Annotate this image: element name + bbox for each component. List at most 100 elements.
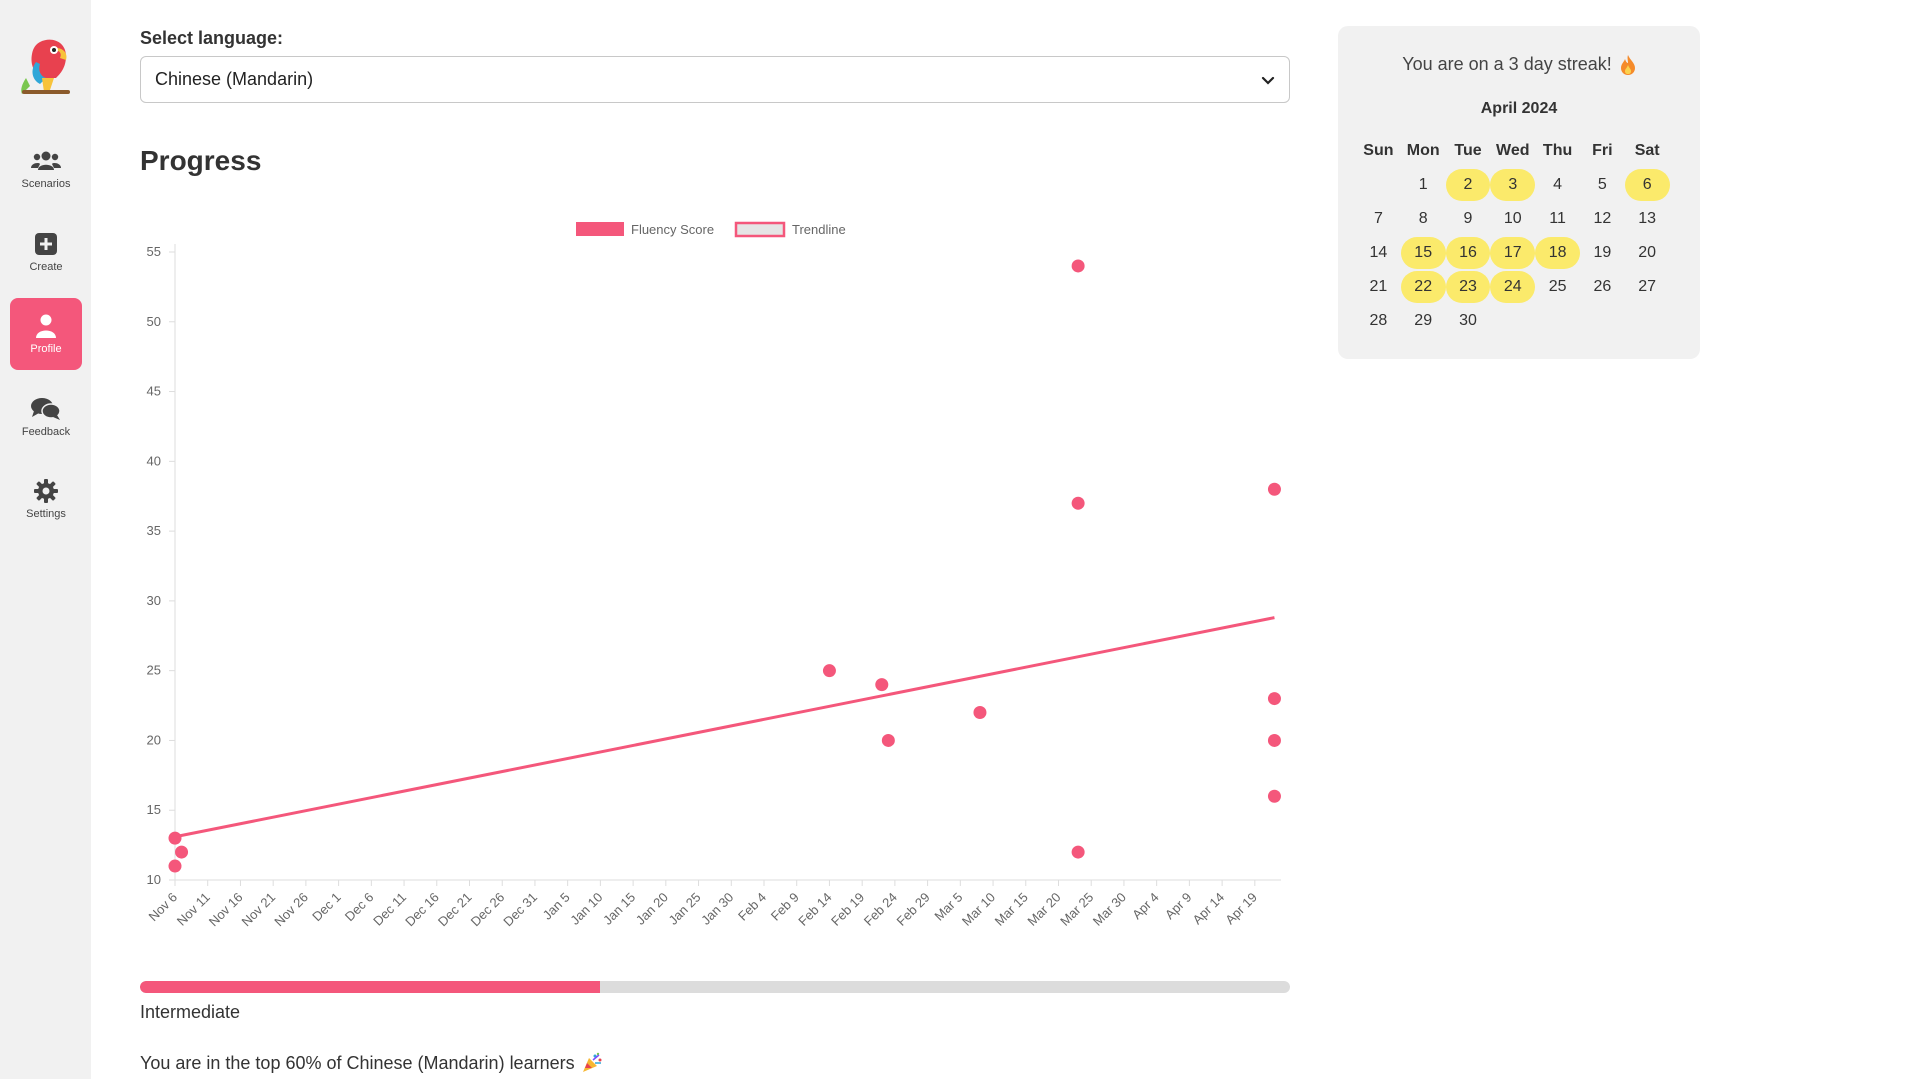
calendar-empty xyxy=(1490,305,1535,337)
fire-icon xyxy=(1620,54,1636,75)
x-tick-label: Jan 10 xyxy=(567,890,605,928)
calendar-day: 10 xyxy=(1503,210,1522,227)
x-tick-label: Dec 31 xyxy=(500,890,540,930)
fluency-point xyxy=(175,845,189,859)
calendar-empty xyxy=(1356,169,1401,201)
fluency-point xyxy=(1267,482,1281,496)
fluency-point xyxy=(168,831,182,845)
x-tick-label: Jan 15 xyxy=(600,890,638,928)
streak-calendar: You are on a 3 day streak! April 2024 Su… xyxy=(1338,26,1700,359)
weekday-label: Thu xyxy=(1542,142,1573,159)
calendar-day: 29 xyxy=(1414,312,1433,329)
comments-icon xyxy=(31,396,61,422)
users-icon xyxy=(31,148,61,174)
streak-label: You are on a 3 day streak! xyxy=(1402,54,1612,74)
y-tick-label: 15 xyxy=(147,802,161,817)
calendar-day: 24 xyxy=(1490,271,1536,303)
calendar-day: 19 xyxy=(1593,244,1612,261)
nav-settings-label: Settings xyxy=(26,508,66,520)
calendar-day: 22 xyxy=(1400,271,1446,303)
calendar-week: 7 8 9 10 11 12 13 xyxy=(1356,202,1684,236)
party-popper-icon xyxy=(581,1052,603,1074)
calendar-day: 16 xyxy=(1445,237,1491,269)
fluency-point xyxy=(875,678,889,692)
weekday-label: Sat xyxy=(1634,142,1660,159)
language-select-value: Chinese (Mandarin) xyxy=(155,69,314,89)
weekday-label: Sun xyxy=(1363,142,1394,159)
language-select[interactable]: Chinese (Mandarin) xyxy=(140,56,1290,103)
level-progress-fill xyxy=(140,981,600,993)
legend-label-trendline: Trendline xyxy=(792,222,846,237)
x-tick-label: Mar 25 xyxy=(1057,890,1096,929)
x-tick-label: Apr 14 xyxy=(1190,890,1228,928)
sidebar: Scenarios Create Profile Feedback Settin… xyxy=(0,0,91,1079)
x-tick-label: Nov 16 xyxy=(206,890,246,930)
x-tick-label: Dec 16 xyxy=(402,890,442,930)
fluency-point xyxy=(1071,496,1085,510)
nav-profile[interactable]: Profile xyxy=(10,298,82,370)
level-label: Intermediate xyxy=(140,1002,241,1022)
nav-scenarios-label: Scenarios xyxy=(21,178,71,190)
weekday-label: Tue xyxy=(1454,142,1482,159)
x-tick-label: Dec 26 xyxy=(468,890,508,930)
calendar-day: 14 xyxy=(1369,244,1388,261)
x-tick-label: Mar 30 xyxy=(1090,890,1129,929)
x-tick-label: Feb 19 xyxy=(828,890,867,929)
calendar-day: 23 xyxy=(1445,271,1491,303)
y-tick-label: 10 xyxy=(147,872,161,887)
x-tick-label: Jan 25 xyxy=(665,890,703,928)
weekday-label: Fri xyxy=(1592,142,1613,159)
x-tick-label: Feb 29 xyxy=(893,890,932,929)
calendar-empty xyxy=(1625,305,1670,337)
user-icon xyxy=(31,313,61,339)
calendar-day: 5 xyxy=(1597,176,1607,193)
x-tick-label: Feb 4 xyxy=(735,890,769,924)
nav-feedback[interactable]: Feedback xyxy=(10,381,82,453)
x-tick-label: Apr 19 xyxy=(1222,890,1260,928)
streak-text: You are on a 3 day streak! xyxy=(1338,54,1700,75)
y-tick-label: 25 xyxy=(147,663,161,678)
chevron-down-icon xyxy=(1259,71,1277,89)
y-tick-label: 30 xyxy=(147,593,161,608)
calendar-day: 7 xyxy=(1373,210,1383,227)
legend-swatch-fluency xyxy=(576,222,624,236)
fluency-point xyxy=(1071,259,1085,273)
x-tick-label: Feb 14 xyxy=(795,890,834,929)
calendar-day: 1 xyxy=(1418,176,1428,193)
parrot-logo xyxy=(16,34,74,98)
nav-scenarios[interactable]: Scenarios xyxy=(10,133,82,205)
calendar-month: April 2024 xyxy=(1480,100,1558,117)
calendar-day: 15 xyxy=(1400,237,1446,269)
nav-create-label: Create xyxy=(29,261,63,273)
language-label: Select language: xyxy=(140,28,284,48)
x-tick-label: Dec 11 xyxy=(370,890,409,929)
calendar-day: 13 xyxy=(1638,210,1657,227)
fluency-point xyxy=(881,733,895,747)
x-tick-label: Jan 30 xyxy=(698,890,736,928)
fluency-point xyxy=(168,859,182,873)
x-tick-label: Mar 20 xyxy=(1024,890,1063,929)
fluency-point xyxy=(1071,845,1085,859)
plus-square-icon xyxy=(31,231,61,257)
calendar-day: 25 xyxy=(1548,278,1567,295)
nav-settings[interactable]: Settings xyxy=(10,463,82,535)
x-tick-label: Nov 21 xyxy=(239,890,279,930)
fluency-point xyxy=(1267,789,1281,803)
legend-label-fluency: Fluency Score xyxy=(631,222,714,237)
rank-text: You are in the top 60% of Chinese (Manda… xyxy=(140,1052,603,1074)
nav-feedback-label: Feedback xyxy=(21,426,71,438)
fluency-point xyxy=(822,664,836,678)
calendar-day: 6 xyxy=(1624,169,1670,201)
x-tick-label: Mar 15 xyxy=(992,890,1031,929)
y-tick-label: 40 xyxy=(147,453,161,468)
fluency-point xyxy=(1267,733,1281,747)
fluency-point xyxy=(973,706,987,720)
y-tick-label: 55 xyxy=(147,244,161,259)
x-tick-label: Nov 26 xyxy=(271,890,311,930)
y-tick-label: 45 xyxy=(147,384,161,399)
calendar-day: 12 xyxy=(1593,210,1612,227)
nav-create[interactable]: Create xyxy=(10,216,82,288)
level-progress-bar xyxy=(140,981,1290,993)
calendar-day: 27 xyxy=(1638,278,1657,295)
